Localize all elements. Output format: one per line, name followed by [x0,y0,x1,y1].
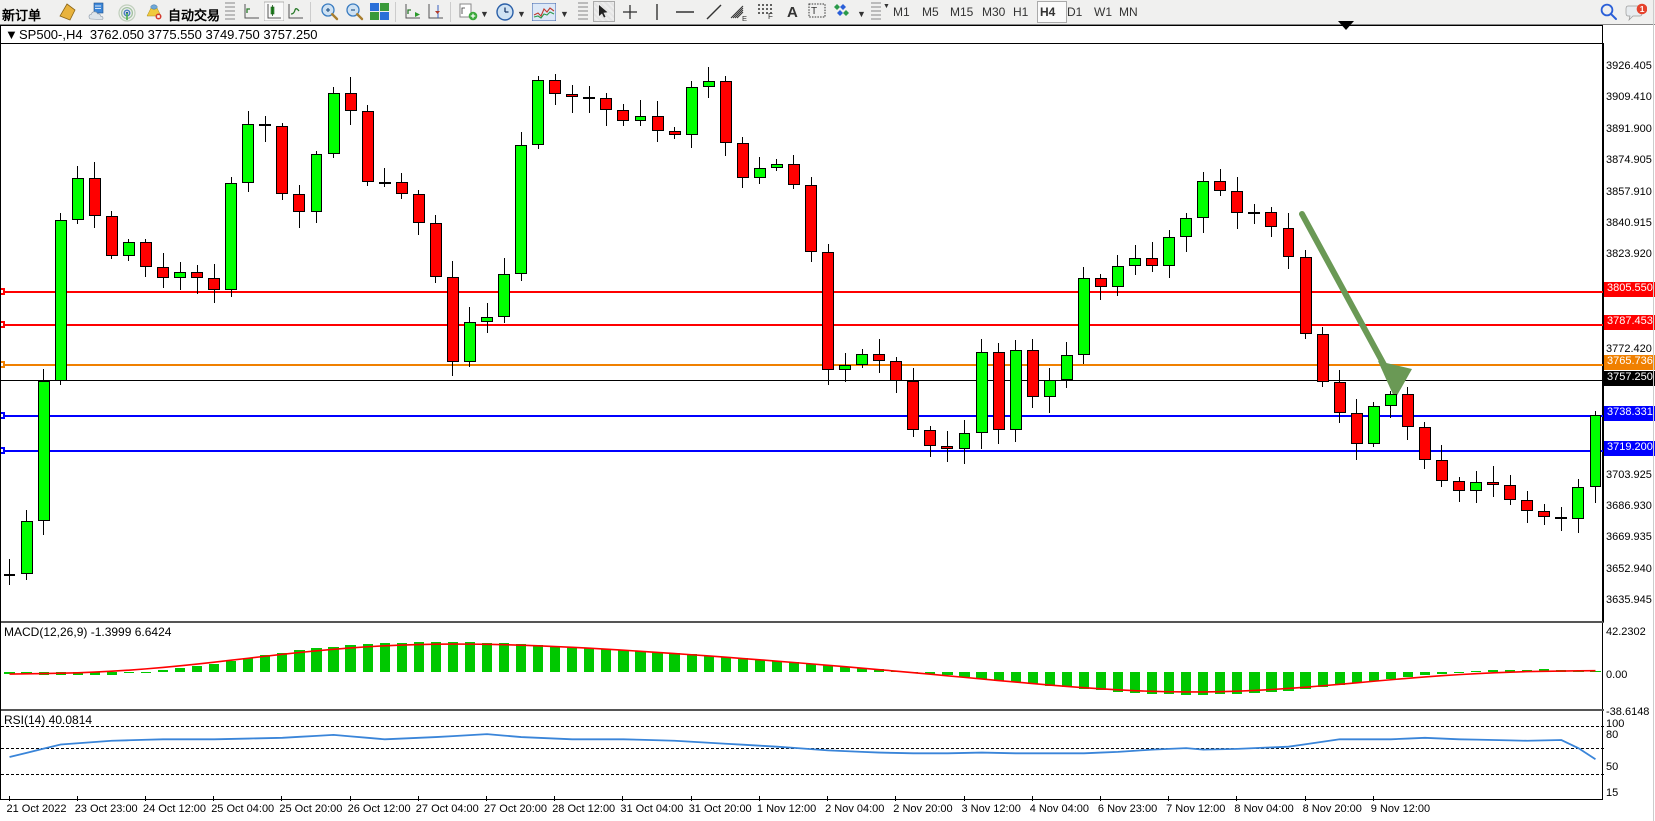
svg-text:F: F [768,12,773,19]
svg-text:T: T [811,6,817,17]
svg-text:1: 1 [1640,4,1645,14]
svg-text:E: E [742,14,747,22]
